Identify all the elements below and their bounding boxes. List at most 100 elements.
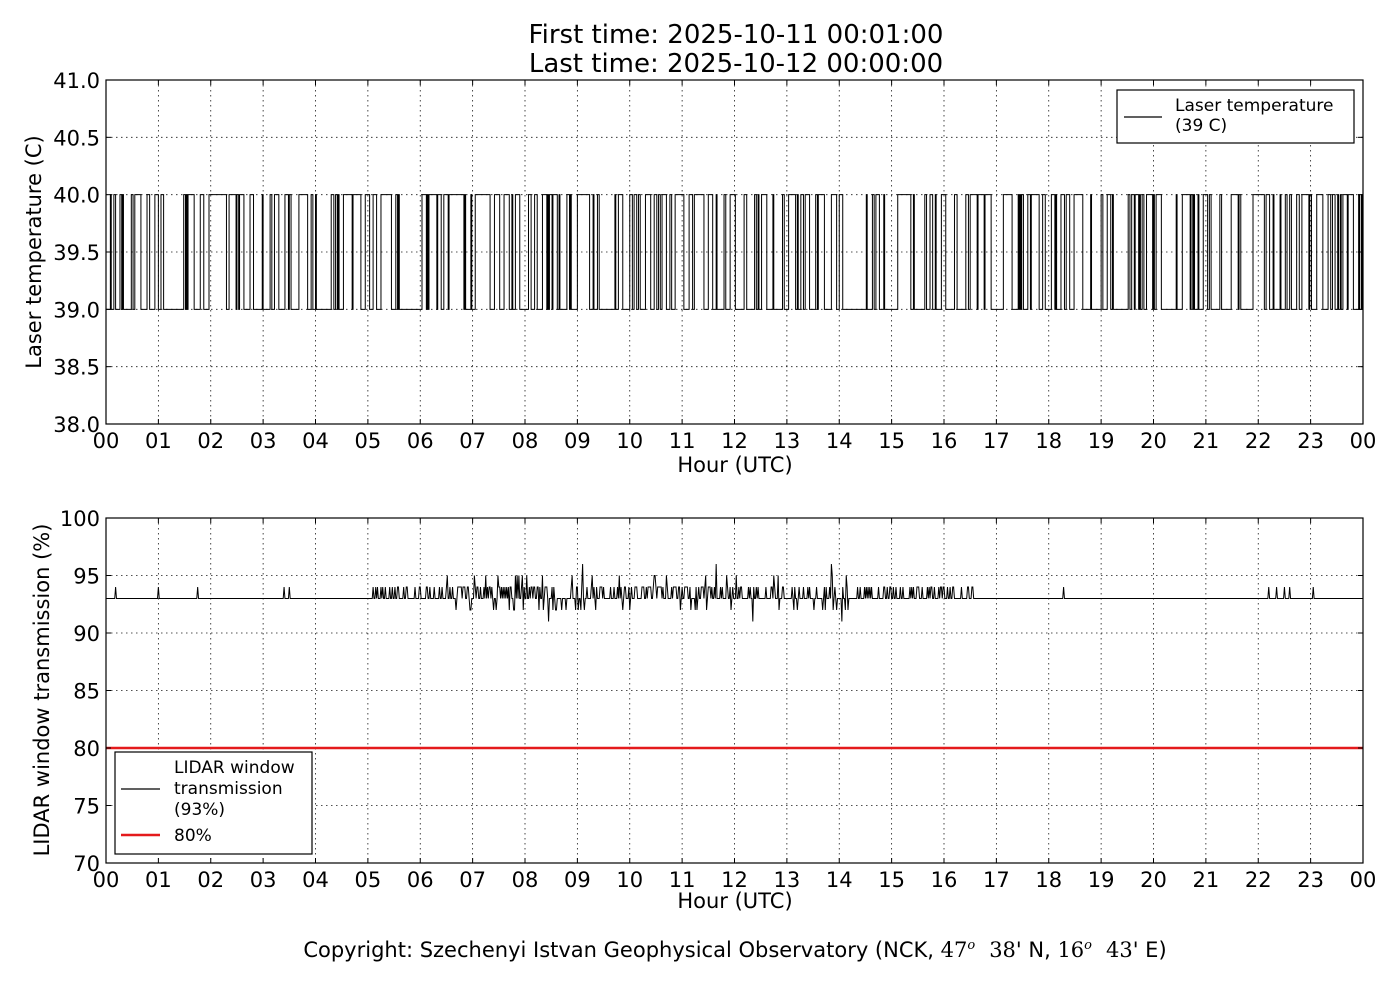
footer-lat-degrees: 47 (941, 938, 968, 962)
chart-title-line-2: Last time: 2025-10-12 00:00:00 (529, 49, 943, 79)
bottom-x-tick-label: 05 (355, 868, 382, 892)
copyright-footer: Copyright: Szechenyi Istvan Geophysical … (303, 938, 1166, 962)
bottom-x-tick-label: 19 (1088, 868, 1115, 892)
bottom-x-tick-label: 15 (878, 868, 905, 892)
top-ticks: 00 01 02 03 04 05 06 07 08 09 10 11 12 13 14 15 16 17 18 19… (53, 69, 1376, 453)
top-legend: Laser temperature (39 C) (1116, 89, 1355, 144)
bottom-x-tick-label: 03 (250, 868, 277, 892)
lidar-transmission-line (106, 563, 1363, 622)
top-x-tick-label: 12 (721, 429, 748, 453)
top-y-tick-label: 40.0 (53, 184, 100, 208)
bottom-y-tick-label: 75 (73, 795, 100, 819)
top-x-tick-label: 21 (1193, 429, 1220, 453)
laser-temperature-line (106, 194, 1363, 310)
laser-temperature-panel: 00 01 02 03 04 05 06 07 08 09 10 11 12 13 14 15 16 17 18 19… (22, 69, 1376, 477)
bottom-x-axis-label: Hour (UTC) (677, 889, 792, 913)
bottom-x-tick-label: 09 (564, 868, 591, 892)
footer-lon-suffix: ' E) (1133, 938, 1167, 962)
footer-prefix: Copyright: Szechenyi Istvan Geophysical … (303, 938, 940, 962)
bottom-legend-label-threshold: 80% (174, 826, 212, 846)
top-x-tick-label: 06 (407, 429, 434, 453)
top-x-tick-label: 10 (616, 429, 643, 453)
bottom-x-tick-label: 12 (721, 868, 748, 892)
bottom-legend-label-line-3: (93%) (174, 800, 225, 820)
bottom-x-tick-label: 06 (407, 868, 434, 892)
top-x-tick-label: 18 (1035, 429, 1062, 453)
footer-lon-minutes: 43 (1106, 938, 1133, 962)
footer-lat-minutes: 38 (989, 938, 1016, 962)
bottom-x-tick-label: 14 (826, 868, 853, 892)
top-x-tick-label: 11 (669, 429, 696, 453)
top-x-tick-label: 00 (1350, 429, 1377, 453)
footer-lat-suffix: ' N, (1016, 938, 1058, 962)
bottom-legend-label-line-1: LIDAR window (174, 758, 295, 778)
top-x-tick-label: 02 (197, 429, 224, 453)
top-x-tick-label: 15 (878, 429, 905, 453)
top-x-tick-label: 20 (1140, 429, 1167, 453)
top-x-tick-label: 05 (355, 429, 382, 453)
bottom-x-tick-label: 18 (1035, 868, 1062, 892)
chart-title-line-1: First time: 2025-10-11 00:01:00 (529, 20, 944, 50)
bottom-x-tick-label: 22 (1245, 868, 1272, 892)
top-y-tick-label: 41.0 (53, 69, 100, 93)
bottom-x-tick-label: 02 (197, 868, 224, 892)
top-y-tick-label: 39.5 (53, 241, 100, 265)
bottom-x-tick-label: 16 (931, 868, 958, 892)
bottom-x-tick-label: 17 (983, 868, 1010, 892)
bottom-x-tick-label: 20 (1140, 868, 1167, 892)
footer-degree-mark: o (967, 938, 975, 953)
bottom-y-tick-label: 85 (73, 680, 100, 704)
top-x-tick-label: 19 (1088, 429, 1115, 453)
bottom-y-tick-label: 90 (73, 622, 100, 646)
top-y-tick-label: 38.0 (53, 413, 100, 437)
top-x-tick-label: 08 (512, 429, 539, 453)
top-x-tick-label: 22 (1245, 429, 1272, 453)
bottom-x-tick-label: 04 (302, 868, 329, 892)
bottom-x-tick-label: 23 (1297, 868, 1324, 892)
bottom-y-tick-label: 95 (73, 565, 100, 589)
bottom-y-tick-label: 100 (60, 507, 100, 531)
top-legend-label-line-1: Laser temperature (1175, 96, 1333, 116)
top-x-tick-label: 16 (931, 429, 958, 453)
top-series-group (106, 194, 1363, 310)
top-legend-label: Laser temperature (39 C) (1175, 96, 1339, 136)
top-x-tick-label: 14 (826, 429, 853, 453)
bottom-x-tick-label: 10 (616, 868, 643, 892)
bottom-y-tick-label: 80 (73, 737, 100, 761)
top-x-tick-label: 17 (983, 429, 1010, 453)
top-x-tick-label: 13 (774, 429, 801, 453)
bottom-ticks: 00 01 02 03 04 05 06 07 08 09 10 11 12 13 14 15 16 17 18 19… (60, 507, 1376, 892)
top-x-tick-label: 03 (250, 429, 277, 453)
bottom-x-tick-label: 08 (512, 868, 539, 892)
bottom-y-tick-label: 70 (73, 852, 100, 876)
top-y-tick-label: 39.0 (53, 298, 100, 322)
bottom-x-tick-label: 13 (774, 868, 801, 892)
bottom-y-axis-label: LIDAR window transmission (%) (30, 524, 54, 857)
bottom-legend-box (114, 751, 313, 855)
top-legend-label-line-2: (39 C) (1175, 116, 1227, 136)
top-y-tick-label: 40.5 (53, 126, 100, 150)
bottom-x-tick-label: 00 (93, 868, 120, 892)
footer-degree-mark: o (1084, 938, 1092, 953)
bottom-legend-label-transmission: LIDAR window transmission (93%) (174, 758, 300, 820)
top-y-axis-label: Laser temperature (C) (22, 135, 46, 368)
bottom-x-tick-label: 00 (1350, 868, 1377, 892)
bottom-legend-label-line-2: transmission (174, 779, 283, 799)
top-x-tick-label: 23 (1297, 429, 1324, 453)
bottom-x-tick-label: 21 (1193, 868, 1220, 892)
lidar-transmission-panel: 00 01 02 03 04 05 06 07 08 09 10 11 12 13 14 15 16 17 18 19… (30, 507, 1376, 913)
bottom-x-tick-label: 11 (669, 868, 696, 892)
bottom-series-group (106, 563, 1363, 750)
top-x-tick-label: 01 (145, 429, 172, 453)
footer-lon-degrees: 16 (1057, 938, 1084, 962)
bottom-x-tick-label: 07 (459, 868, 486, 892)
top-x-tick-label: 00 (93, 429, 120, 453)
top-x-axis-label: Hour (UTC) (677, 453, 792, 477)
bottom-x-tick-label: 01 (145, 868, 172, 892)
top-x-tick-label: 04 (302, 429, 329, 453)
top-x-tick-label: 07 (459, 429, 486, 453)
bottom-legend: LIDAR window transmission (93%) 80% (114, 751, 313, 855)
top-x-tick-label: 09 (564, 429, 591, 453)
top-y-tick-label: 38.5 (53, 356, 100, 380)
